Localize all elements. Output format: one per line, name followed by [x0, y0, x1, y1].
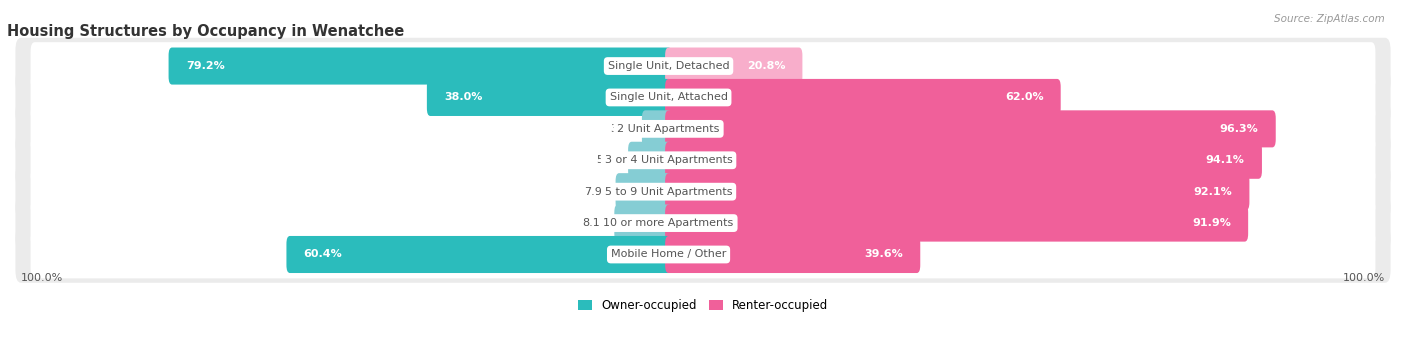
- FancyBboxPatch shape: [31, 136, 1375, 184]
- FancyBboxPatch shape: [665, 205, 1249, 242]
- Text: 62.0%: 62.0%: [1005, 92, 1043, 102]
- FancyBboxPatch shape: [287, 236, 672, 273]
- Text: 3 or 4 Unit Apartments: 3 or 4 Unit Apartments: [605, 155, 733, 165]
- FancyBboxPatch shape: [643, 110, 672, 147]
- Text: 5.9%: 5.9%: [596, 155, 624, 165]
- FancyBboxPatch shape: [31, 74, 1375, 121]
- FancyBboxPatch shape: [616, 173, 672, 210]
- Text: 5 to 9 Unit Apartments: 5 to 9 Unit Apartments: [605, 187, 733, 197]
- FancyBboxPatch shape: [665, 110, 1275, 147]
- FancyBboxPatch shape: [665, 79, 1060, 116]
- FancyBboxPatch shape: [665, 47, 803, 85]
- FancyBboxPatch shape: [15, 69, 1391, 126]
- FancyBboxPatch shape: [427, 79, 672, 116]
- FancyBboxPatch shape: [31, 168, 1375, 216]
- FancyBboxPatch shape: [15, 132, 1391, 189]
- Text: 60.4%: 60.4%: [304, 250, 343, 260]
- Text: Housing Structures by Occupancy in Wenatchee: Housing Structures by Occupancy in Wenat…: [7, 24, 405, 39]
- FancyBboxPatch shape: [31, 199, 1375, 247]
- Text: 8.1%: 8.1%: [582, 218, 610, 228]
- FancyBboxPatch shape: [15, 226, 1391, 283]
- Text: 100.0%: 100.0%: [21, 273, 63, 283]
- Text: 2 Unit Apartments: 2 Unit Apartments: [617, 124, 720, 134]
- Text: Source: ZipAtlas.com: Source: ZipAtlas.com: [1274, 14, 1385, 24]
- FancyBboxPatch shape: [665, 236, 921, 273]
- FancyBboxPatch shape: [665, 173, 1250, 210]
- FancyBboxPatch shape: [15, 101, 1391, 157]
- Text: 7.9%: 7.9%: [583, 187, 612, 197]
- Text: 20.8%: 20.8%: [747, 61, 785, 71]
- Legend: Owner-occupied, Renter-occupied: Owner-occupied, Renter-occupied: [572, 294, 834, 317]
- FancyBboxPatch shape: [614, 205, 672, 242]
- Text: 91.9%: 91.9%: [1192, 218, 1230, 228]
- FancyBboxPatch shape: [31, 231, 1375, 278]
- FancyBboxPatch shape: [628, 142, 672, 179]
- FancyBboxPatch shape: [15, 38, 1391, 94]
- Text: 3.7%: 3.7%: [610, 124, 638, 134]
- Text: 38.0%: 38.0%: [444, 92, 482, 102]
- Text: 92.1%: 92.1%: [1194, 187, 1232, 197]
- Text: 10 or more Apartments: 10 or more Apartments: [603, 218, 734, 228]
- Text: Mobile Home / Other: Mobile Home / Other: [610, 250, 727, 260]
- FancyBboxPatch shape: [15, 163, 1391, 220]
- Text: Single Unit, Detached: Single Unit, Detached: [607, 61, 730, 71]
- FancyBboxPatch shape: [15, 195, 1391, 251]
- Text: Single Unit, Attached: Single Unit, Attached: [610, 92, 727, 102]
- Text: 94.1%: 94.1%: [1206, 155, 1244, 165]
- FancyBboxPatch shape: [31, 42, 1375, 90]
- FancyBboxPatch shape: [31, 105, 1375, 153]
- FancyBboxPatch shape: [169, 47, 672, 85]
- Text: 100.0%: 100.0%: [1343, 273, 1385, 283]
- FancyBboxPatch shape: [665, 142, 1263, 179]
- Text: 96.3%: 96.3%: [1220, 124, 1258, 134]
- Text: 79.2%: 79.2%: [186, 61, 225, 71]
- Text: 39.6%: 39.6%: [865, 250, 903, 260]
